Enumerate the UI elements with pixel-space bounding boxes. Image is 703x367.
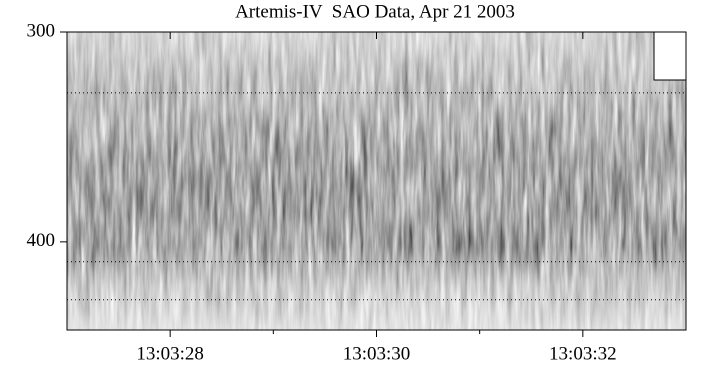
x-tick-label: 13:03:28 [136, 343, 204, 364]
y-tick-label: 400 [27, 230, 56, 251]
x-tick-label: 13:03:30 [343, 343, 411, 364]
image-shading [67, 32, 686, 330]
y-tick-label: 300 [27, 20, 56, 41]
chart-title: Artemis-IV SAO Data, Apr 21 2003 [235, 1, 515, 22]
x-tick-label: 13:03:32 [549, 343, 617, 364]
blank-box [653, 31, 687, 81]
